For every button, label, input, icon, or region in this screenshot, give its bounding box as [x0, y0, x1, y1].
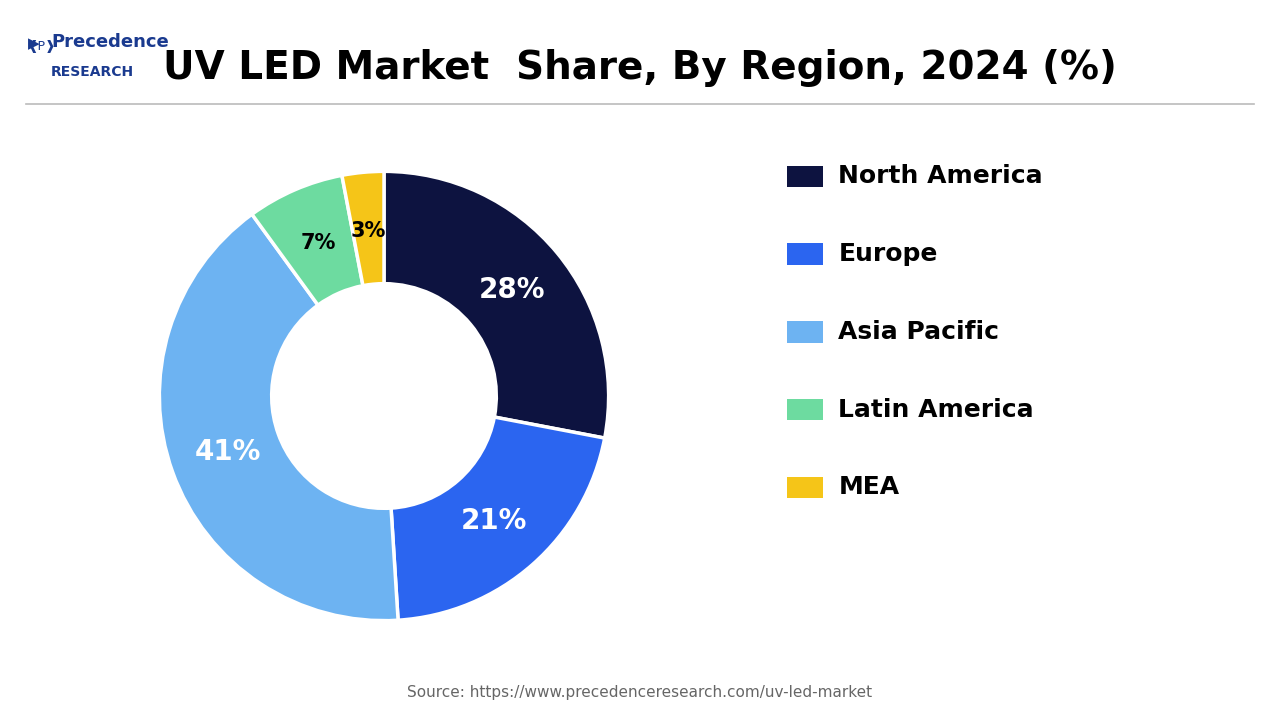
Wedge shape [252, 176, 364, 305]
Text: ❰P❱: ❰P❱ [28, 40, 56, 53]
Text: 41%: 41% [195, 438, 261, 467]
Wedge shape [384, 171, 608, 438]
Text: Europe: Europe [838, 242, 938, 266]
Text: 7%: 7% [301, 233, 335, 253]
Wedge shape [392, 417, 604, 620]
Text: North America: North America [838, 164, 1043, 189]
Text: Latin America: Latin America [838, 397, 1034, 422]
Text: 3%: 3% [351, 220, 387, 240]
Text: MEA: MEA [838, 475, 900, 500]
Text: RESEARCH: RESEARCH [51, 65, 134, 79]
Wedge shape [342, 171, 384, 286]
Text: Precedence: Precedence [51, 32, 169, 50]
Text: Source: https://www.precedenceresearch.com/uv-led-market: Source: https://www.precedenceresearch.c… [407, 685, 873, 700]
Text: UV LED Market  Share, By Region, 2024 (%): UV LED Market Share, By Region, 2024 (%) [163, 50, 1117, 87]
Text: 21%: 21% [461, 507, 527, 535]
Wedge shape [160, 215, 398, 621]
Text: ▶: ▶ [28, 36, 40, 50]
Text: Asia Pacific: Asia Pacific [838, 320, 1000, 344]
Text: 28%: 28% [479, 276, 545, 304]
